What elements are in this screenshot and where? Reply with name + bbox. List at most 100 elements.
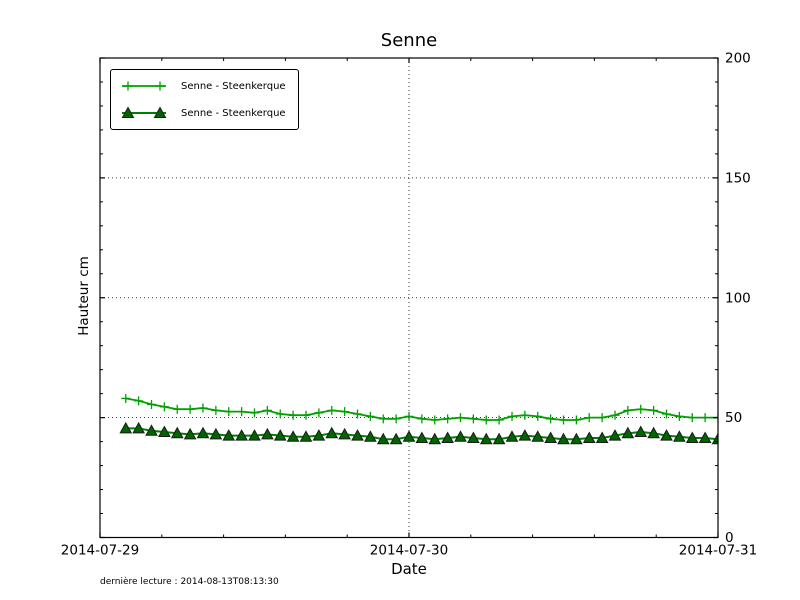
plus-marker xyxy=(546,414,556,424)
plus-marker xyxy=(443,414,453,424)
plus-marker xyxy=(327,405,337,415)
legend-sample-triangle-line xyxy=(121,106,167,118)
legend: Senne - Steenkerque Senne - Steenkerque xyxy=(110,69,299,130)
legend-sample-plus-line xyxy=(122,81,166,91)
plus-marker xyxy=(262,405,272,415)
triangle-marker xyxy=(492,432,506,445)
plus-marker xyxy=(700,413,710,423)
plus-marker xyxy=(275,409,285,419)
plus-marker xyxy=(198,403,208,413)
chart-title: Senne xyxy=(380,30,438,51)
plus-marker xyxy=(121,393,131,403)
triangle-marker xyxy=(299,430,313,442)
plus-marker xyxy=(185,404,195,414)
triangle-marker xyxy=(544,431,557,444)
footnote-line: dernière lecture : 2014-08-13T08:13:30 xyxy=(100,577,279,587)
footnote-annotations: dernière lecture : 2014-08-13T08:13:30 d… xyxy=(100,560,279,600)
plus-marker xyxy=(571,415,581,425)
triangle-marker xyxy=(557,432,570,445)
plus-marker xyxy=(391,414,401,424)
triangle-marker xyxy=(582,431,596,444)
plus-marker xyxy=(481,415,491,425)
plus-marker xyxy=(301,410,311,420)
triangle-marker xyxy=(183,427,197,440)
triangle-marker xyxy=(531,430,545,442)
plus-marker xyxy=(662,409,671,419)
plus-marker xyxy=(314,408,324,418)
y-tick-label: 0 xyxy=(725,530,734,546)
triangle-marker xyxy=(196,426,210,439)
triangle-marker xyxy=(428,432,442,445)
plus-marker xyxy=(340,407,350,417)
triangle-marker xyxy=(145,424,158,436)
plus-marker xyxy=(237,407,247,417)
plus-marker xyxy=(288,410,298,420)
plus-marker xyxy=(674,411,684,421)
plus-marker xyxy=(494,415,504,425)
triangle-marker xyxy=(132,421,145,434)
triangle-marker xyxy=(505,430,519,442)
plus-marker xyxy=(159,402,169,412)
y-tick-label: 50 xyxy=(725,410,742,426)
triangle-marker xyxy=(364,430,377,442)
plus-marker xyxy=(417,414,427,424)
legend-label: Senne - Steenkerque xyxy=(181,80,286,92)
triangle-marker xyxy=(325,426,339,439)
plus-marker xyxy=(224,407,234,417)
triangle-marker xyxy=(338,427,351,440)
y-tick-label: 100 xyxy=(725,290,751,306)
triangle-marker xyxy=(261,427,274,440)
triangle-marker xyxy=(570,432,583,445)
plus-marker xyxy=(250,408,259,418)
legend-entry: Senne - Steenkerque xyxy=(119,77,286,95)
series-0 xyxy=(121,393,718,425)
triangle-marker xyxy=(248,429,261,441)
series-1 xyxy=(119,421,718,445)
plus-marker xyxy=(623,405,633,415)
plus-marker xyxy=(456,413,465,423)
plus-marker xyxy=(172,404,182,414)
triangle-marker xyxy=(389,432,403,445)
triangle-marker xyxy=(351,429,364,441)
plus-marker xyxy=(559,415,568,425)
plus-marker xyxy=(649,405,659,415)
triangle-marker xyxy=(660,429,673,441)
triangle-marker xyxy=(441,431,454,444)
triangle-marker xyxy=(479,432,493,445)
triangle-marker xyxy=(119,421,133,434)
plus-marker xyxy=(211,405,221,415)
triangle-marker xyxy=(153,106,167,118)
triangle-marker xyxy=(273,429,287,441)
triangle-marker xyxy=(402,430,416,442)
plus-marker xyxy=(353,409,362,419)
triangle-marker xyxy=(209,427,223,440)
plus-marker xyxy=(636,404,646,414)
plus-marker xyxy=(584,413,594,423)
triangle-marker xyxy=(608,429,622,441)
plus-marker xyxy=(520,410,530,420)
triangle-marker xyxy=(685,431,699,444)
triangle-marker xyxy=(121,106,135,118)
plus-marker xyxy=(378,414,388,424)
legend-entry: Senne - Steenkerque xyxy=(119,104,286,122)
triangle-marker xyxy=(454,430,467,442)
plus-marker xyxy=(123,81,133,91)
triangle-marker xyxy=(698,431,712,444)
y-tick-label: 150 xyxy=(725,170,751,186)
triangle-marker xyxy=(467,431,480,444)
triangle-marker xyxy=(647,426,660,439)
plus-marker xyxy=(404,411,414,421)
plus-marker xyxy=(134,396,144,406)
triangle-marker xyxy=(376,432,390,445)
plus-marker xyxy=(468,414,478,424)
triangle-marker xyxy=(170,426,184,439)
triangle-marker xyxy=(634,425,648,438)
plus-marker xyxy=(687,413,697,423)
plus-marker xyxy=(533,411,543,421)
y-tick-label: 200 xyxy=(725,51,751,67)
plus-marker xyxy=(155,81,165,91)
x-axis-label: Date xyxy=(391,560,427,578)
legend-label: Senne - Steenkerque xyxy=(181,107,286,119)
